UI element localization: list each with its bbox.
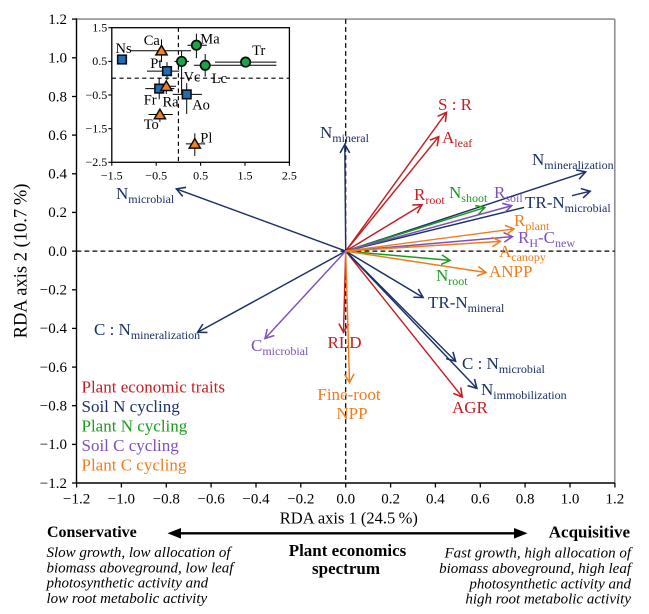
svg-text:−1.5: −1.5 — [86, 122, 108, 136]
svg-text:Rplant: Rplant — [514, 211, 550, 233]
svg-text:Nroot: Nroot — [436, 266, 468, 288]
svg-text:Plant N cycling: Plant N cycling — [82, 417, 188, 436]
svg-text:−1.0: −1.0 — [40, 437, 67, 453]
svg-text:Acquisitive: Acquisitive — [549, 523, 631, 542]
svg-text:To: To — [144, 117, 159, 133]
svg-text:photosynthetic activity and: photosynthetic activity and — [46, 576, 209, 592]
svg-text:Fr: Fr — [144, 93, 157, 109]
svg-text:spectrum: spectrum — [312, 559, 380, 578]
svg-text:Acanopy: Acanopy — [499, 242, 546, 264]
svg-text:C : Nmicrobial: C : Nmicrobial — [462, 354, 545, 376]
svg-text:biomass aboveground, low leaf: biomass aboveground, low leaf — [47, 560, 236, 576]
svg-text:biomass aboveground, high leaf: biomass aboveground, high leaf — [439, 561, 633, 577]
svg-text:NPP: NPP — [336, 404, 367, 423]
svg-text:Aleaf: Aleaf — [442, 128, 472, 150]
svg-text:−0.4: −0.4 — [242, 492, 270, 508]
svg-text:−1.2: −1.2 — [40, 476, 67, 492]
svg-text:0.5: 0.5 — [193, 169, 208, 183]
svg-text:0.5: 0.5 — [92, 54, 107, 68]
svg-text:−1.2: −1.2 — [63, 492, 90, 508]
svg-text:1.5: 1.5 — [92, 21, 107, 35]
svg-text:−1.0: −1.0 — [108, 492, 135, 508]
svg-text:AGR: AGR — [452, 398, 489, 417]
svg-text:ANPP: ANPP — [489, 262, 532, 281]
svg-text:TR-Nmineral: TR-Nmineral — [428, 293, 505, 315]
svg-text:Nmineralization: Nmineralization — [532, 150, 614, 172]
svg-text:Soil C cycling: Soil C cycling — [82, 436, 180, 455]
svg-text:low root metabolic activity: low root metabolic activity — [47, 591, 208, 607]
svg-text:Plant economic traits: Plant economic traits — [82, 378, 226, 397]
svg-text:−0.4: −0.4 — [40, 321, 68, 337]
svg-text:Conservative: Conservative — [47, 524, 137, 541]
svg-text:0.2: 0.2 — [48, 205, 67, 221]
svg-text:Fine-root: Fine-root — [317, 385, 381, 404]
svg-text:0.8: 0.8 — [516, 492, 535, 508]
svg-text:Plant C cycling: Plant C cycling — [82, 456, 187, 475]
svg-text:0.0: 0.0 — [48, 244, 67, 260]
svg-text:Ma: Ma — [200, 32, 220, 48]
svg-text:1.2: 1.2 — [606, 492, 625, 508]
svg-text:Rsoil: Rsoil — [494, 183, 523, 205]
svg-text:1.0: 1.0 — [561, 492, 580, 508]
svg-text:−0.2: −0.2 — [40, 283, 67, 299]
svg-text:Rroot: Rroot — [414, 185, 445, 207]
svg-text:Fast growth, high allocation o: Fast growth, high allocation of — [443, 546, 632, 562]
svg-text:Tr: Tr — [252, 43, 265, 59]
svg-text:Nmineral: Nmineral — [320, 123, 370, 145]
svg-text:1.2: 1.2 — [48, 12, 67, 28]
svg-text:Lc: Lc — [212, 71, 227, 87]
svg-text:Pt: Pt — [150, 56, 162, 72]
svg-text:Plant economics: Plant economics — [289, 541, 407, 560]
svg-text:−0.2: −0.2 — [287, 492, 314, 508]
svg-text:Cmicrobial: Cmicrobial — [251, 336, 309, 358]
svg-text:0.4: 0.4 — [48, 167, 67, 183]
svg-text:−0.5: −0.5 — [86, 88, 108, 102]
svg-text:Slow growth, low allocation of: Slow growth, low allocation of — [47, 545, 233, 561]
svg-text:Vc: Vc — [184, 70, 201, 86]
svg-text:Nshoot: Nshoot — [449, 183, 488, 205]
svg-text:−2.5: −2.5 — [86, 155, 108, 169]
svg-text:Ns: Ns — [116, 41, 132, 57]
svg-text:S : R: S : R — [438, 95, 473, 114]
svg-text:1.5: 1.5 — [238, 169, 253, 183]
svg-text:−0.5: −0.5 — [145, 169, 167, 183]
svg-text:1.0: 1.0 — [48, 51, 67, 67]
svg-text:Ra: Ra — [163, 95, 180, 111]
svg-text:−0.8: −0.8 — [40, 399, 67, 415]
svg-text:0.6: 0.6 — [48, 128, 67, 144]
svg-text:RDA axis 2 (10.7 %): RDA axis 2 (10.7 %) — [12, 184, 32, 339]
svg-text:0.6: 0.6 — [471, 492, 490, 508]
svg-text:high root metabolic activity: high root metabolic activity — [465, 592, 631, 608]
svg-text:−0.6: −0.6 — [40, 360, 68, 376]
svg-text:Nimmobilization: Nimmobilization — [481, 380, 567, 402]
svg-text:−0.8: −0.8 — [153, 492, 180, 508]
svg-text:photosynthetic activity and: photosynthetic activity and — [468, 576, 631, 592]
svg-text:−0.6: −0.6 — [197, 492, 225, 508]
svg-text:RDA axis 1 (24.5 %): RDA axis 1 (24.5 %) — [280, 509, 418, 528]
svg-text:0.0: 0.0 — [336, 492, 355, 508]
svg-text:C : Nmineralization: C : Nmineralization — [94, 320, 200, 342]
svg-text:0.2: 0.2 — [381, 492, 400, 508]
svg-text:0.4: 0.4 — [426, 492, 445, 508]
svg-text:Ao: Ao — [192, 98, 210, 114]
svg-text:0.8: 0.8 — [48, 89, 67, 105]
svg-text:Nmicrobial: Nmicrobial — [116, 184, 175, 206]
svg-text:Soil N cycling: Soil N cycling — [82, 397, 181, 416]
svg-text:Ca: Ca — [144, 33, 161, 49]
svg-text:−1.5: −1.5 — [101, 169, 123, 183]
svg-text:RH-Cnew: RH-Cnew — [518, 228, 575, 250]
svg-text:RLD: RLD — [328, 333, 362, 352]
svg-text:Pl: Pl — [200, 131, 212, 147]
svg-text:2.5: 2.5 — [282, 169, 297, 183]
svg-text:TR-Nmicrobial: TR-Nmicrobial — [525, 193, 611, 215]
